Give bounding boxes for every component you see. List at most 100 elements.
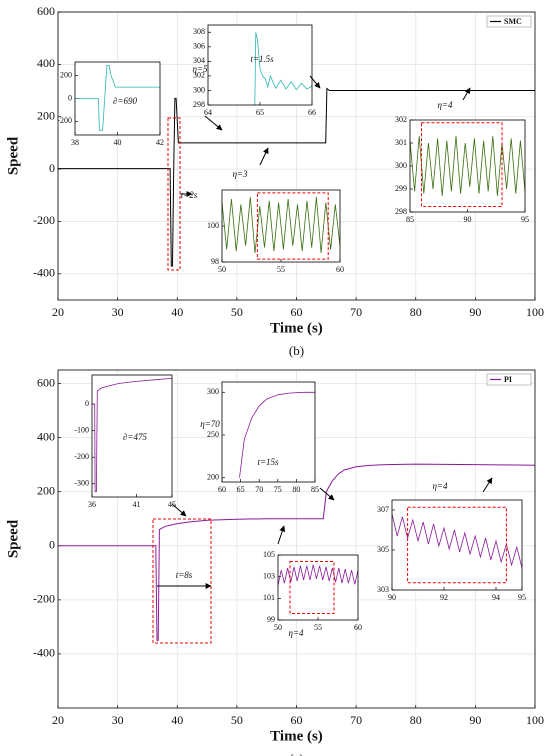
y-tick-label: 103 bbox=[263, 571, 275, 580]
axes-frame bbox=[74, 61, 161, 136]
x-tick-label: 36 bbox=[88, 500, 96, 509]
x-tick-label: 90 bbox=[469, 713, 481, 727]
x-tick-label: 80 bbox=[410, 713, 422, 727]
legend-label: PI bbox=[504, 375, 512, 384]
y-tick-label: -100 bbox=[74, 426, 89, 435]
y-tick-label: 200 bbox=[207, 473, 219, 482]
arrow bbox=[204, 115, 223, 131]
y-tick-label: -400 bbox=[33, 646, 55, 660]
x-tick-label: 42 bbox=[156, 138, 164, 147]
highlight-box bbox=[152, 518, 212, 644]
x-tick-label: 85 bbox=[311, 485, 319, 494]
x-tick-label: 100 bbox=[526, 713, 544, 727]
annotation: t=2s bbox=[181, 190, 198, 200]
x-tick-label: 75 bbox=[274, 485, 282, 494]
x-tick-label: 50 bbox=[231, 305, 243, 319]
x-tick-label: 50 bbox=[218, 265, 226, 274]
x-tick-label: 20 bbox=[52, 305, 64, 319]
annotation: t=8s bbox=[176, 570, 193, 580]
legend-label: SMC bbox=[504, 17, 522, 26]
inset-area bbox=[92, 375, 172, 497]
y-tick-label: 105 bbox=[263, 550, 275, 559]
y-tick-label: 308 bbox=[193, 27, 205, 36]
x-tick-label: 40 bbox=[171, 713, 183, 727]
y-tick-label: -200 bbox=[33, 592, 55, 606]
annotation: η=70 bbox=[200, 419, 220, 429]
annotation: η=3 bbox=[232, 169, 248, 179]
x-tick-label: 41 bbox=[132, 500, 140, 509]
data-line bbox=[239, 391, 315, 478]
data-line bbox=[221, 197, 341, 254]
axes-frame bbox=[57, 369, 536, 709]
y-tick-label: 200 bbox=[60, 71, 72, 80]
x-tick-label: 50 bbox=[274, 623, 282, 632]
y-tick-label: -200 bbox=[74, 452, 89, 461]
x-tick-label: 65 bbox=[237, 485, 245, 494]
x-tick-label: 66 bbox=[308, 108, 316, 117]
x-tick-label: 70 bbox=[350, 305, 362, 319]
data-line bbox=[391, 513, 523, 569]
annotation: η=4 bbox=[288, 628, 304, 638]
y-tick-label: 306 bbox=[193, 42, 205, 51]
y-tick-label: 0 bbox=[49, 538, 55, 552]
axes-frame bbox=[221, 381, 316, 483]
y-tick-label: 0 bbox=[68, 93, 72, 102]
arrow bbox=[259, 147, 269, 166]
x-axis-title: Time (s) bbox=[270, 728, 323, 744]
y-tick-label: 600 bbox=[37, 4, 55, 18]
axes-frame bbox=[57, 11, 536, 301]
x-tick-label: 55 bbox=[314, 623, 322, 632]
x-tick-label: 60 bbox=[336, 265, 344, 274]
annotation: η=5 bbox=[192, 64, 208, 74]
x-tick-label: 80 bbox=[292, 485, 300, 494]
x-tick-label: 85 bbox=[406, 215, 414, 224]
y-tick-label: 307 bbox=[377, 505, 389, 514]
axes-frame bbox=[91, 374, 173, 498]
annotation: ∂=690 bbox=[113, 96, 138, 106]
inset-area bbox=[392, 500, 522, 590]
x-tick-label: 90 bbox=[388, 593, 396, 602]
data-line bbox=[75, 65, 160, 131]
arrow bbox=[462, 87, 471, 101]
x-tick-label: 40 bbox=[171, 305, 183, 319]
arrow bbox=[277, 525, 286, 545]
y-tick-label: -300 bbox=[74, 479, 89, 488]
arrow bbox=[319, 487, 335, 501]
highlight-box bbox=[407, 506, 507, 584]
x-tick-label: 95 bbox=[518, 593, 526, 602]
legend-box bbox=[486, 373, 532, 386]
x-tick-label: 100 bbox=[526, 305, 544, 319]
legend-box bbox=[486, 15, 532, 28]
y-tick-label: 302 bbox=[193, 71, 205, 80]
annotation: t=1.5s bbox=[250, 54, 274, 64]
x-tick-label: 60 bbox=[354, 623, 362, 632]
x-tick-label: 70 bbox=[255, 485, 263, 494]
y-tick-label: 304 bbox=[193, 56, 205, 65]
x-tick-label: 80 bbox=[410, 305, 422, 319]
y-tick-label: 200 bbox=[37, 483, 55, 497]
y-tick-label: 300 bbox=[207, 387, 219, 396]
x-axis-title: Time (s) bbox=[270, 320, 323, 336]
x-tick-label: 94 bbox=[492, 593, 500, 602]
x-tick-label: 50 bbox=[231, 713, 243, 727]
y-tick-label: 200 bbox=[37, 108, 55, 122]
x-tick-label: 60 bbox=[291, 713, 303, 727]
y-axis-title: Speed bbox=[5, 136, 21, 175]
y-tick-label: 101 bbox=[263, 593, 275, 602]
x-tick-label: 55 bbox=[277, 265, 285, 274]
x-tick-label: 65 bbox=[256, 108, 264, 117]
annotation: t=15s bbox=[257, 457, 279, 467]
y-tick-label: 299 bbox=[395, 184, 407, 193]
axes-frame bbox=[391, 499, 523, 591]
x-tick-label: 38 bbox=[71, 138, 79, 147]
data-line bbox=[409, 136, 526, 196]
arrow bbox=[171, 503, 187, 517]
axes-frame bbox=[409, 119, 526, 213]
annotation: η=4 bbox=[437, 100, 453, 110]
x-tick-label: 20 bbox=[52, 713, 64, 727]
y-tick-label: 303 bbox=[377, 585, 389, 594]
y-tick-label: 298 bbox=[193, 100, 205, 109]
y-tick-label: -400 bbox=[33, 266, 55, 280]
arrow bbox=[482, 477, 493, 493]
caption: (c) bbox=[289, 751, 303, 756]
